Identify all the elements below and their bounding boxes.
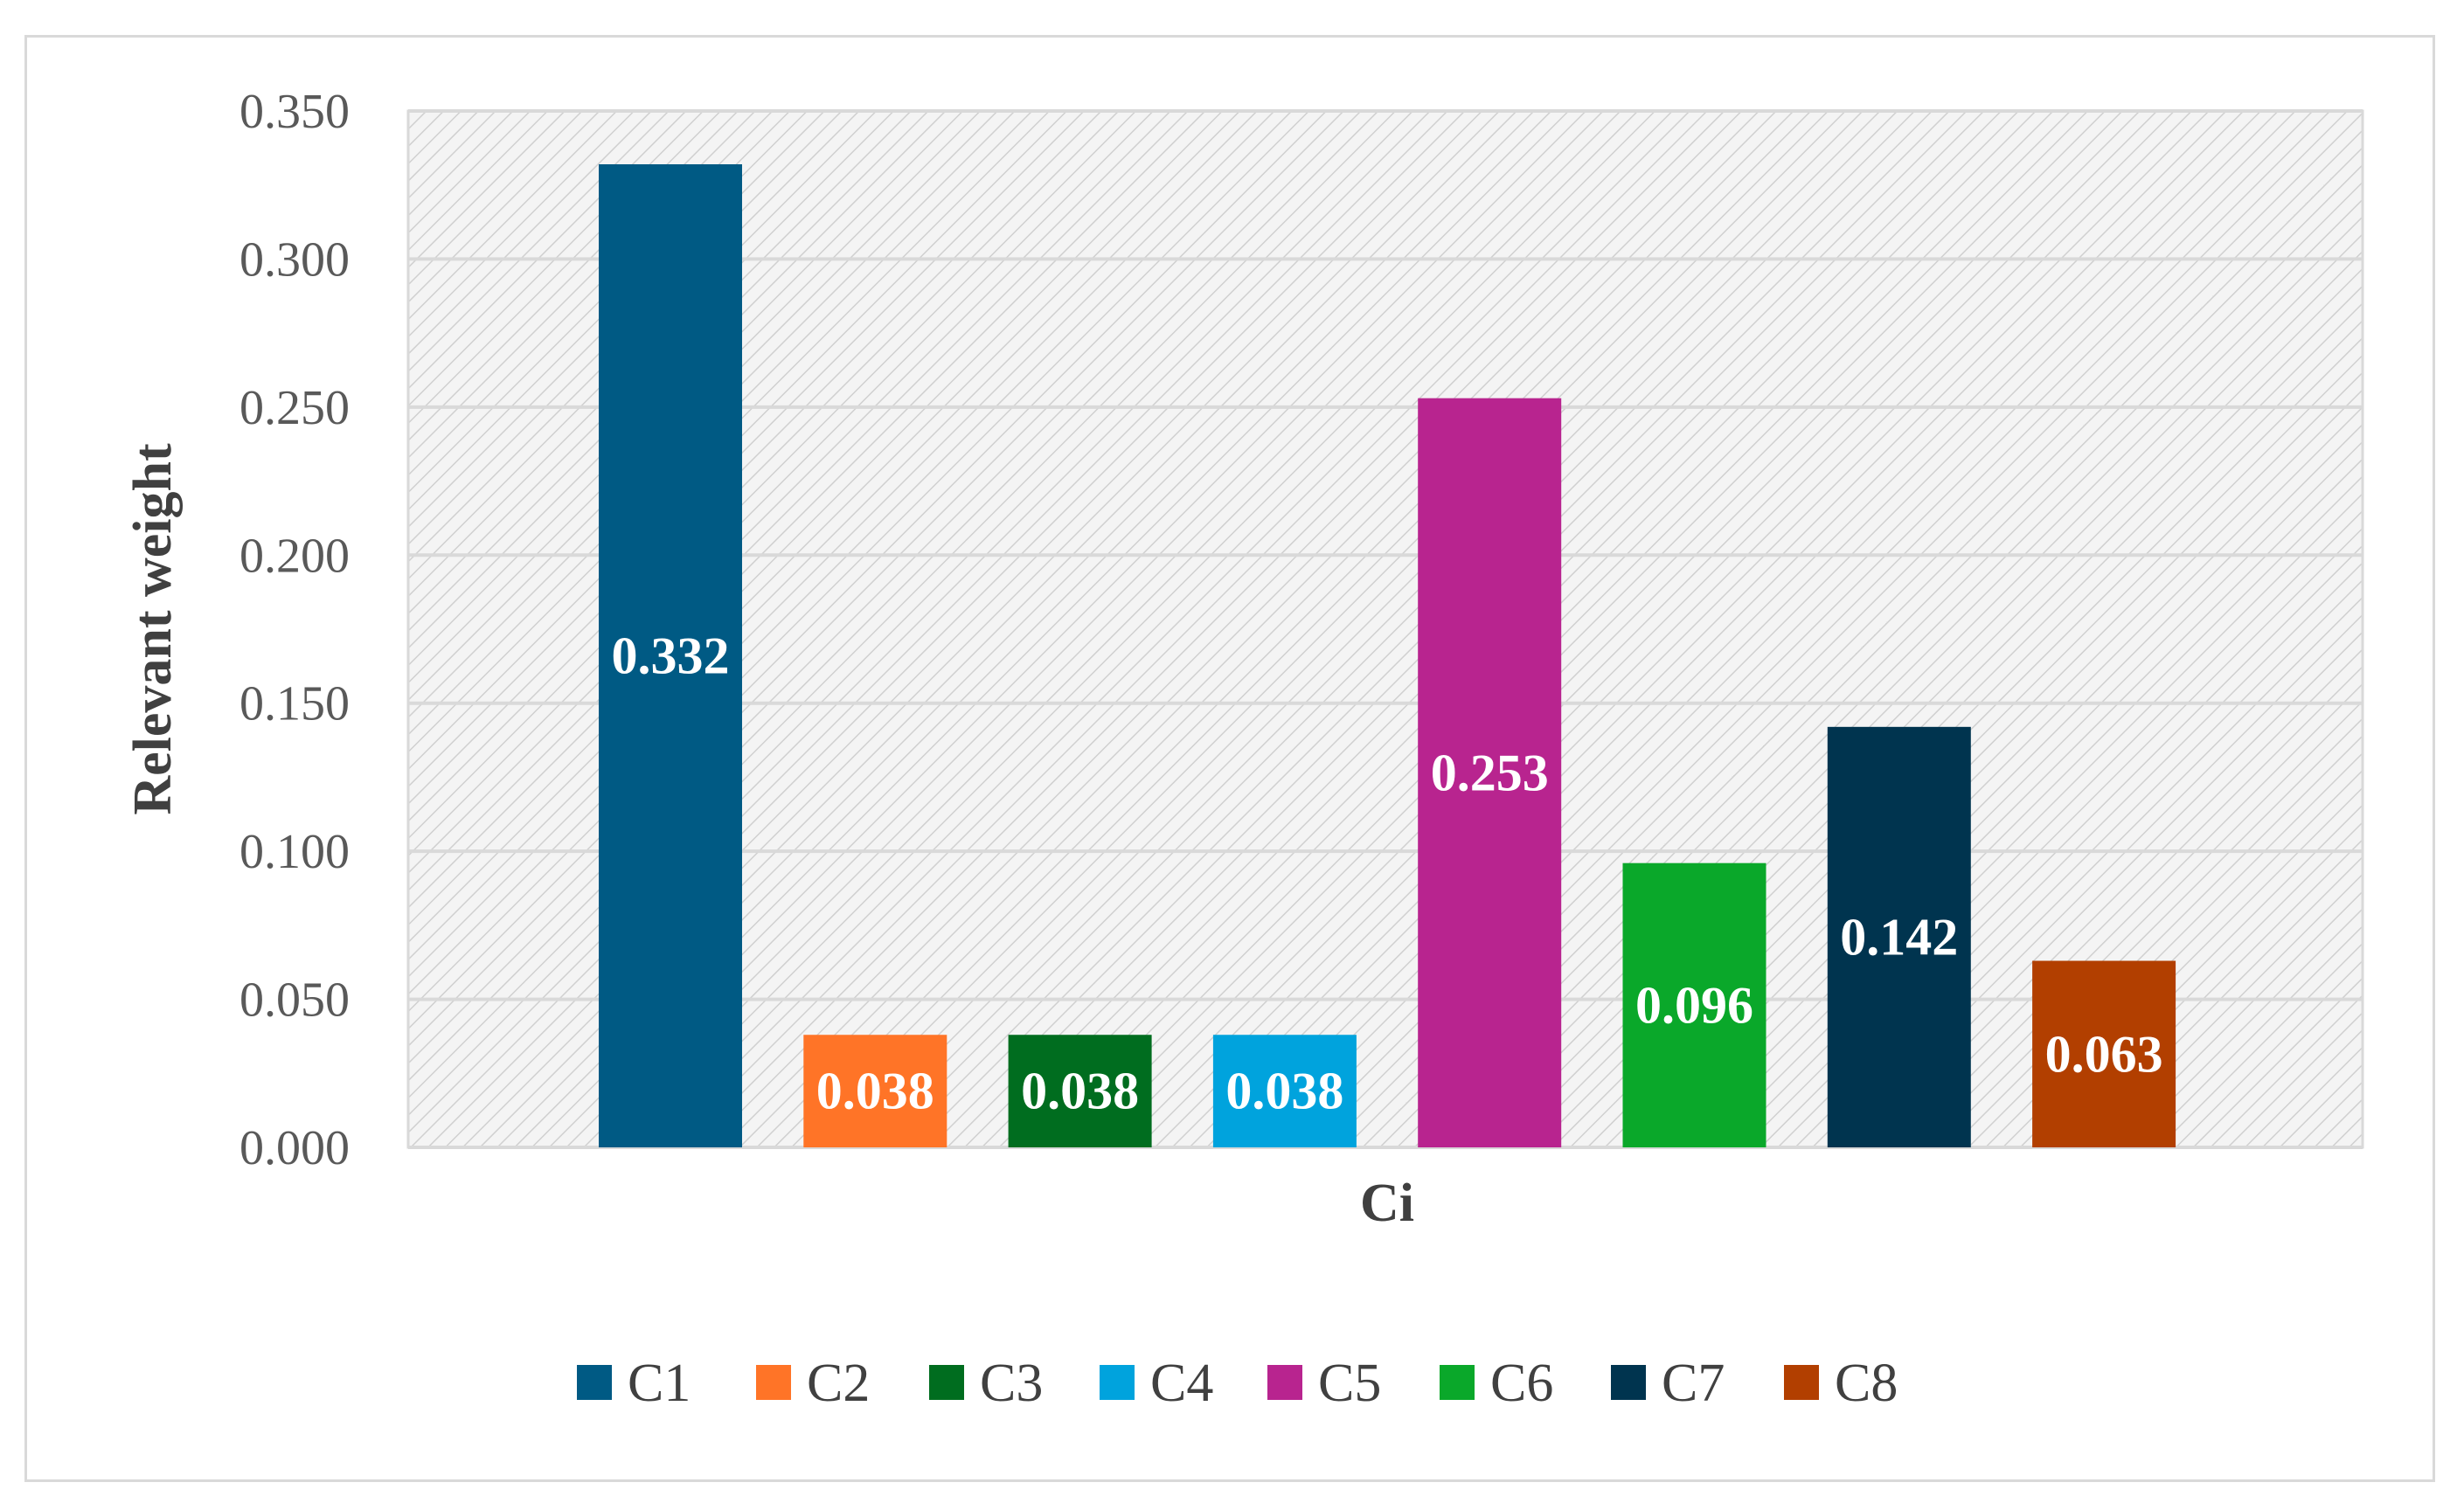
y-tick-label: 0.200 xyxy=(239,529,350,583)
bar-c2 xyxy=(803,1035,947,1147)
legend-label-c6: C6 xyxy=(1490,1354,1553,1413)
data-label-c3: 0.038 xyxy=(1021,1063,1139,1120)
legend-swatch-c2 xyxy=(756,1365,791,1400)
legend-label-c8: C8 xyxy=(1835,1354,1898,1413)
bar-c3 xyxy=(1008,1035,1152,1147)
legend-swatch-c4 xyxy=(1100,1365,1135,1400)
x-axis-title: Ci xyxy=(1360,1174,1414,1233)
bar-c7 xyxy=(1827,726,1971,1147)
data-label-c7: 0.142 xyxy=(1840,908,1958,966)
y-tick-label: 0.250 xyxy=(239,381,350,435)
data-labels: 0.332 0.038 0.038 0.038 0.253 0.096 0.142 0.063 xyxy=(612,627,2163,1119)
legend-label-c5: C5 xyxy=(1318,1354,1381,1413)
legend-label-c1: C1 xyxy=(628,1354,691,1413)
legend-label-c7: C7 xyxy=(1662,1354,1725,1413)
y-tick-label: 0.300 xyxy=(239,232,350,287)
data-label-c4: 0.038 xyxy=(1225,1063,1343,1120)
data-label-c5: 0.253 xyxy=(1431,744,1549,801)
legend-swatch-c3 xyxy=(929,1365,964,1400)
data-label-c6: 0.096 xyxy=(1635,976,1753,1034)
legend-swatch-c1 xyxy=(577,1365,612,1400)
y-tick-label: 0.150 xyxy=(239,677,350,731)
legend-label-c3: C3 xyxy=(980,1354,1043,1413)
bars xyxy=(599,163,2176,1148)
y-axis-title: Relevant weight xyxy=(123,443,183,815)
bar-c5 xyxy=(1418,398,1562,1148)
y-tick-label: 0.050 xyxy=(239,973,350,1028)
bar-c4 xyxy=(1212,1035,1357,1147)
legend-swatch-c7 xyxy=(1611,1365,1646,1400)
bar-c8 xyxy=(2032,960,2176,1147)
y-tick-label: 0.350 xyxy=(239,85,350,139)
legend-label-c2: C2 xyxy=(807,1354,870,1413)
y-axis-ticks: 0.000 0.050 0.100 0.150 0.200 0.250 0.300 0.350 xyxy=(239,85,350,1175)
legend-swatch-c5 xyxy=(1267,1365,1302,1400)
bar-c1 xyxy=(599,163,742,1148)
data-label-c8: 0.063 xyxy=(2045,1025,2163,1083)
legend-swatch-c8 xyxy=(1784,1365,1819,1400)
data-label-c1: 0.332 xyxy=(612,627,730,684)
legend-swatch-c6 xyxy=(1440,1365,1475,1400)
data-label-c2: 0.038 xyxy=(816,1063,934,1120)
y-tick-label: 0.000 xyxy=(239,1121,350,1175)
legend: C1 C2 C3 C4 C5 C6 C7 C8 xyxy=(577,1354,1898,1413)
bar-c6 xyxy=(1622,862,1766,1147)
legend-label-c4: C4 xyxy=(1150,1354,1213,1413)
y-tick-label: 0.100 xyxy=(239,825,350,879)
